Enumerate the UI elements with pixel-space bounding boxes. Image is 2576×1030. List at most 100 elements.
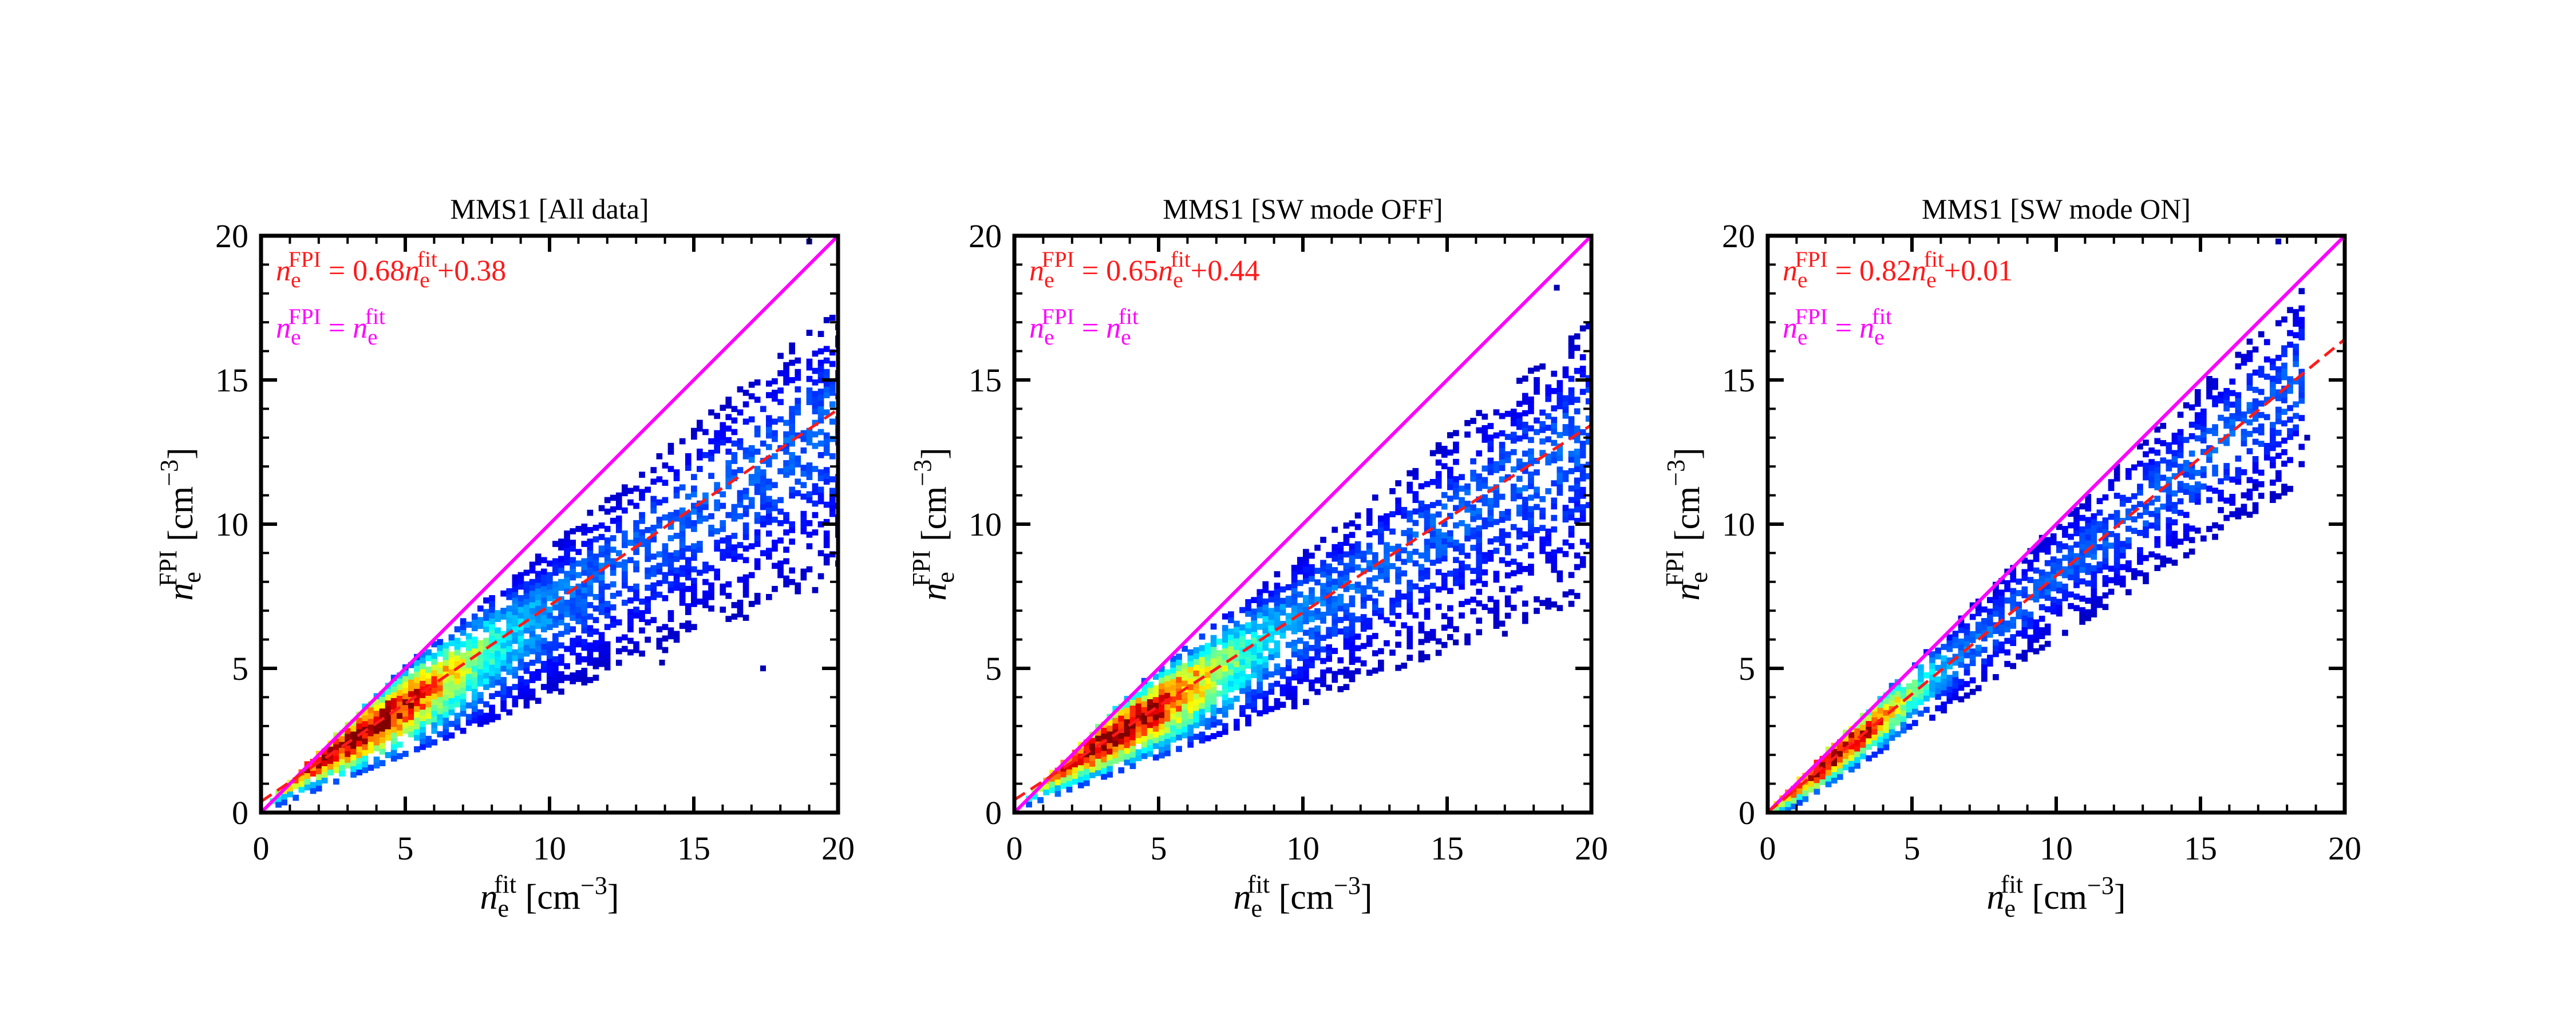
density-cell: [1107, 719, 1113, 726]
density-cell: [610, 494, 617, 501]
density-cell: [350, 748, 357, 755]
y-tick-label: 15: [969, 362, 1002, 399]
density-cell: [564, 548, 570, 554]
density-cell: [1918, 676, 1924, 682]
density-cell: [662, 480, 669, 486]
density-cell: [633, 549, 639, 555]
density-cell: [2050, 539, 2057, 545]
density-cell: [679, 565, 686, 572]
density-cell: [517, 647, 524, 653]
density-cell: [1077, 782, 1084, 789]
density-cell: [1877, 724, 1884, 731]
density-cell: [1285, 584, 1292, 591]
density-cell: [1418, 621, 1425, 628]
density-cell: [420, 692, 426, 698]
density-cell: [1516, 510, 1523, 517]
density-cell: [1579, 464, 1586, 470]
density-cell: [420, 720, 426, 727]
density-cell: [414, 671, 420, 678]
density-cell: [1476, 410, 1483, 417]
density-cell: [1441, 555, 1448, 562]
density-cell: [829, 551, 836, 558]
density-cell: [1257, 681, 1263, 688]
density-cell: [2218, 495, 2224, 502]
density-cell: [1504, 601, 1511, 608]
density-cell: [725, 472, 732, 478]
density-cell: [1384, 559, 1390, 566]
density-cell: [627, 597, 634, 604]
density-cell: [1129, 746, 1136, 752]
density-cell: [829, 384, 836, 390]
density-cell: [1332, 584, 1338, 591]
density-cell: [1234, 684, 1240, 691]
density-cell: [1349, 554, 1356, 561]
density-cell: [1877, 742, 1884, 748]
density-cell: [748, 572, 755, 579]
density-cell: [1193, 699, 1200, 706]
density-cell: [1159, 671, 1165, 678]
density-cell: [414, 700, 420, 707]
density-cell: [1152, 714, 1159, 720]
density-cell: [1993, 645, 1999, 652]
density-cell: [506, 692, 513, 698]
density-cell: [1424, 613, 1431, 620]
density-cell: [460, 682, 467, 688]
density-cell: [465, 719, 472, 726]
density-cell: [1159, 683, 1165, 690]
density-cell: [2258, 423, 2265, 430]
density-cell: [1952, 636, 1959, 643]
density-cell: [540, 643, 547, 650]
density-cell: [823, 501, 830, 508]
density-cell: [650, 507, 657, 514]
density-cell: [1522, 531, 1528, 538]
density-cell: [1499, 459, 1506, 465]
density-cell: [1528, 506, 1534, 513]
density-cell: [2073, 558, 2080, 565]
density-cell: [656, 516, 663, 523]
density-cell: [1378, 515, 1384, 522]
density-cell: [431, 699, 438, 706]
density-cell: [806, 433, 813, 440]
density-cell: [1929, 691, 1935, 698]
density-cell: [1378, 567, 1384, 574]
density-cell: [1337, 553, 1344, 560]
density-cell: [2073, 513, 2080, 519]
density-cell: [714, 413, 720, 419]
density-cell: [512, 585, 519, 592]
density-cell: [2044, 537, 2051, 544]
density-cell: [772, 435, 778, 442]
density-cell: [385, 728, 392, 735]
density-cell: [1459, 583, 1465, 590]
density-cell: [598, 632, 605, 639]
density-cell: [2235, 478, 2242, 485]
density-cell: [1470, 476, 1476, 482]
density-cell: [2293, 349, 2299, 356]
density-cell: [1952, 688, 1959, 695]
density-cell: [1084, 739, 1090, 746]
density-cell: [1929, 668, 1935, 675]
density-cell: [339, 753, 345, 759]
density-cell: [339, 735, 345, 742]
density-cell: [1935, 664, 1941, 671]
density-cell: [1522, 508, 1528, 514]
density-cell: [1401, 558, 1408, 565]
density-cell: [777, 520, 784, 526]
density-cell: [512, 632, 519, 639]
density-cell: [1384, 576, 1390, 583]
density-cell: [2079, 538, 2085, 544]
density-cell: [327, 763, 334, 770]
density-cell: [777, 566, 784, 573]
density-cell: [1251, 608, 1257, 615]
density-cell: [1245, 697, 1251, 704]
density-cell: [1389, 528, 1396, 535]
density-cell: [1141, 735, 1148, 742]
density-cell: [615, 648, 622, 655]
density-cell: [1274, 704, 1281, 710]
density-cell: [1424, 510, 1431, 516]
density-cell: [1946, 645, 1953, 652]
density-cell: [570, 649, 576, 656]
density-cell: [414, 717, 420, 724]
density-cell: [500, 659, 507, 666]
density-cell: [2188, 433, 2195, 439]
density-cell: [1866, 720, 1872, 727]
